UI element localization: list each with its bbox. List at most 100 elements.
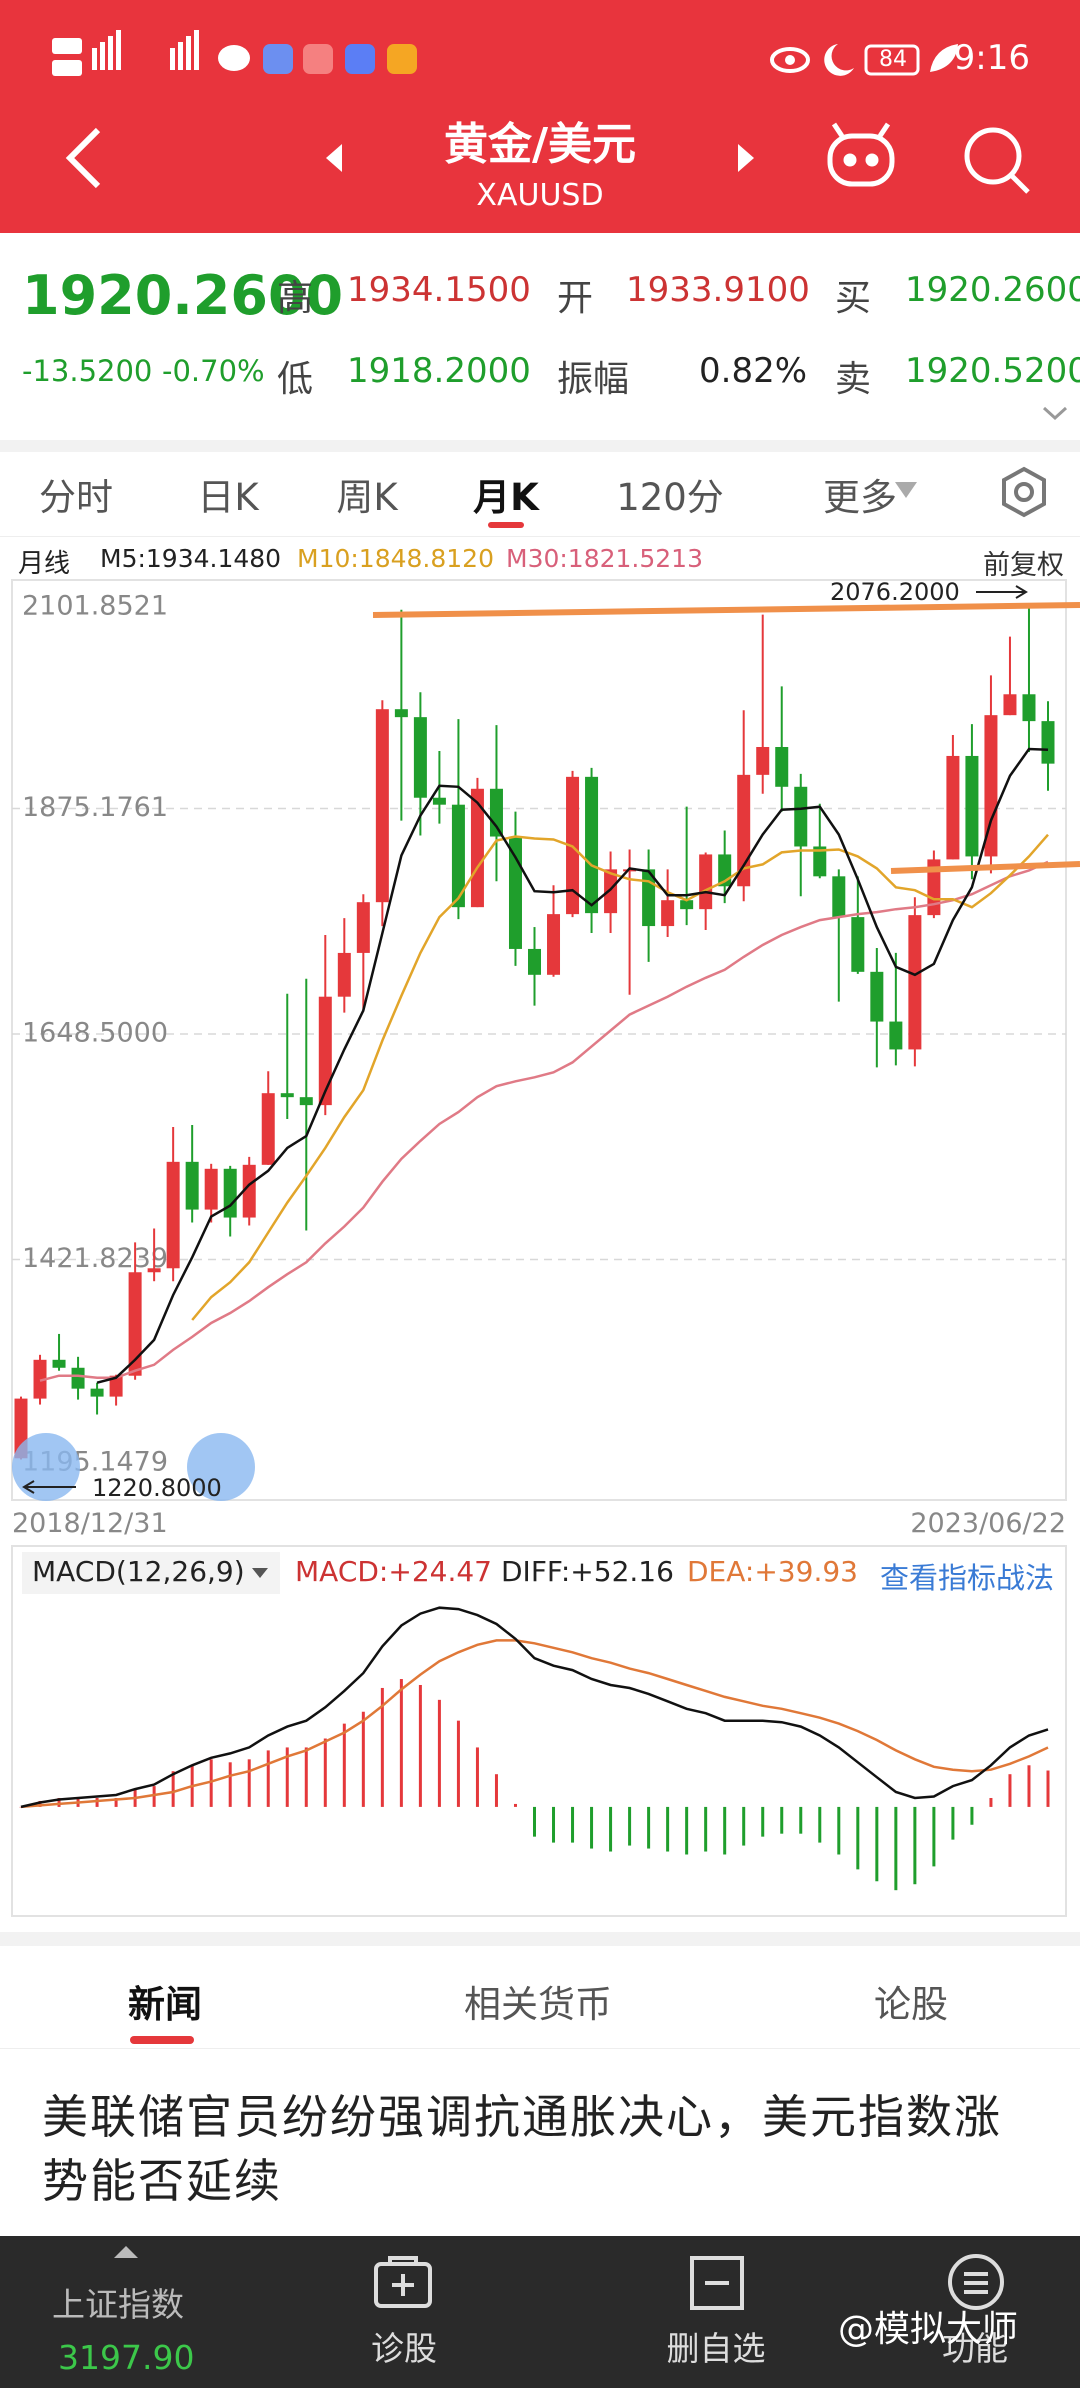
drawn-line: [372, 602, 1080, 618]
tab[interactable]: 分时: [39, 476, 113, 519]
macd-bar: [1046, 1770, 1050, 1807]
candle-body: [699, 854, 713, 910]
news-tab[interactable]: 新闻: [128, 1983, 202, 2026]
macd-bar: [475, 1747, 479, 1807]
macd-value: MACD:+24.47: [295, 1555, 492, 1588]
field-label: 卖: [835, 359, 872, 400]
candle-body: [185, 1161, 199, 1210]
candle-body: [794, 786, 808, 847]
more-icon: [895, 482, 917, 498]
candle-body: [261, 1093, 275, 1165]
indicator-link[interactable]: 查看指标战法: [879, 1561, 1054, 1595]
bottom-item[interactable]: 功能: [942, 2329, 1008, 2368]
macd-bar: [247, 1759, 251, 1807]
title: 黄金/美元: [443, 119, 637, 170]
ma10-line: [191, 833, 1049, 1321]
drawn-line: [890, 861, 1080, 874]
macd-bar: [361, 1711, 365, 1807]
header-icons: [52, 30, 1030, 194]
candle-body: [280, 1093, 294, 1098]
robot-icon[interactable]: [827, 122, 895, 187]
candle-body: [946, 755, 960, 860]
candle-body: [1041, 721, 1055, 764]
macd-label[interactable]: MACD(12,26,9): [32, 1555, 245, 1588]
headline[interactable]: 美联储官员纷纷强调抗通胀决心，美元指数涨势能否延续: [42, 2090, 1002, 2208]
y-tick-label: 1875.1761: [22, 792, 168, 823]
field-value: 1918.2000: [347, 351, 531, 391]
prev-icon[interactable]: [326, 144, 342, 172]
candle-body: [470, 788, 484, 908]
candle-body: [908, 915, 922, 1050]
clock: 9:16: [953, 38, 1030, 78]
field-value: 1920.5200: [905, 351, 1080, 391]
max-label: 2076.2000: [830, 578, 960, 606]
settings-icon[interactable]: [996, 464, 1052, 520]
search-icon[interactable]: [964, 127, 1030, 194]
chart: 2101.85211875.17611648.50001421.82391195…: [11, 578, 1080, 1917]
candle-body: [756, 746, 770, 775]
macd-bar: [285, 1747, 289, 1807]
diff-value: DIFF:+52.16: [501, 1555, 674, 1588]
macd-bar: [380, 1687, 384, 1807]
dropdown-icon: [252, 1568, 268, 1578]
macd-bar: [761, 1806, 765, 1837]
back-icon[interactable]: [65, 127, 101, 189]
macd-bar: [342, 1723, 346, 1807]
bottom-icons: [114, 2246, 1004, 2310]
next-icon[interactable]: [738, 144, 754, 172]
macd-bar: [609, 1806, 613, 1852]
x-end-label: 2023/06/22: [910, 1508, 1066, 1539]
macd-bar: [666, 1806, 670, 1852]
index-value[interactable]: 3197.90: [58, 2338, 195, 2377]
dea-value: DEA:+39.93: [687, 1555, 858, 1588]
macd-bar: [456, 1720, 460, 1807]
macd-bar: [723, 1806, 727, 1855]
chart-frame: [11, 579, 1067, 1501]
zoom-button: [187, 1433, 255, 1501]
macd-bar: [875, 1806, 879, 1882]
macd-bar: [932, 1806, 936, 1867]
tab[interactable]: 月K: [473, 476, 539, 519]
macd-bar: [742, 1806, 746, 1846]
watermark: @模拟大师: [838, 2309, 1019, 2350]
expand-icon[interactable]: [1040, 404, 1070, 424]
candle-body: [851, 917, 865, 972]
tab[interactable]: 周K: [336, 476, 398, 519]
ma30-line: [39, 860, 1049, 1382]
candle-body: [813, 846, 827, 877]
macd-bar: [799, 1806, 803, 1834]
ma5-line: [96, 747, 1049, 1384]
macd-bar: [533, 1806, 536, 1837]
macd-bar: [780, 1806, 784, 1834]
tab[interactable]: 更多: [823, 476, 897, 519]
tabs-border: [0, 536, 1080, 537]
bottom-item[interactable]: 诊股: [371, 2329, 437, 2368]
zoom-button: [12, 1433, 80, 1501]
macd-bar: [704, 1806, 708, 1852]
tab[interactable]: 120分: [616, 476, 724, 519]
bottom-item[interactable]: 删自选: [666, 2329, 766, 2368]
macd-bar: [1027, 1765, 1031, 1807]
adjust[interactable]: 前复权: [983, 550, 1064, 581]
macd-bar: [228, 1762, 232, 1807]
top-bar: [0, 0, 1080, 233]
ma10-label: M10:1848.8120: [297, 544, 494, 573]
index-name[interactable]: 上证指数: [52, 2285, 184, 2324]
macd-bar: [571, 1806, 575, 1843]
news-tab[interactable]: 相关货币: [464, 1983, 612, 2026]
candle-body: [451, 804, 465, 908]
candle-body: [337, 952, 351, 997]
news-tab[interactable]: 论股: [874, 1983, 948, 2026]
tab[interactable]: 日K: [197, 476, 259, 519]
candle-body: [299, 1097, 313, 1106]
field-value: 1920.2600: [905, 270, 1080, 310]
candle-body: [204, 1168, 218, 1210]
macd-bar: [590, 1806, 594, 1849]
field-value: 0.82%: [699, 351, 808, 391]
macd-bar: [951, 1806, 955, 1840]
macd-bar: [552, 1806, 556, 1843]
macd-bar: [494, 1774, 498, 1807]
macd-select[interactable]: [22, 1552, 280, 1594]
field-label: 开: [557, 278, 594, 319]
macd-bar: [171, 1771, 175, 1807]
